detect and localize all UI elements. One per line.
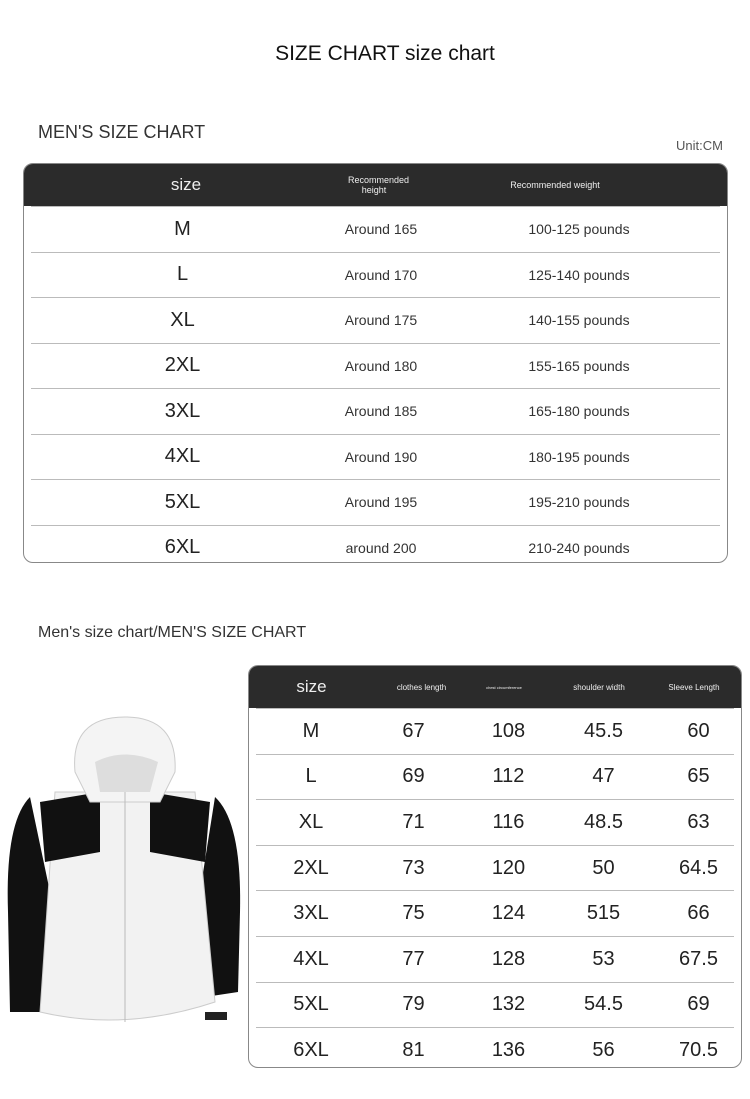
table-cell: 132 [491,993,526,1016]
table-row: 6XL around 200 210-240 pounds [31,524,720,563]
table-cell: 67 [402,719,425,742]
header-cell: size [296,677,327,696]
table-cell: 71 [402,810,425,833]
table-cell: 3XL [164,399,201,422]
table-cell: 116 [492,810,525,833]
header-cell: Recommended weight [510,180,600,190]
header-cell: Sleeve Length [668,682,720,692]
table-row: L Around 170 125-140 pounds [31,251,720,298]
table-cell: Around 185 [344,403,418,420]
table-cell: XL [170,308,195,331]
table-cell: 4XL [164,445,201,468]
table-cell: Around 195 [344,494,418,511]
table-cell: 48.5 [584,810,623,833]
table-cell: 3XL [293,902,329,925]
table-cell: M [174,217,191,240]
table-cell: L [305,765,317,788]
table-cell: 210-240 pounds [528,539,630,556]
table-cell: 63 [687,810,710,833]
table-row: 4XL Around 190 180-195 pounds [31,433,720,480]
table-cell: 60 [687,719,710,742]
table-cell: 66 [687,902,710,925]
table-row: L 69 112 47 65 [256,753,734,800]
table-cell: 47 [592,765,615,788]
table-row: 2XL 73 120 50 64.5 [256,844,734,891]
table-cell: 56 [592,1038,615,1061]
table-cell: 70.5 [679,1038,718,1061]
section1-title: MEN'S SIZE CHART [38,122,206,142]
table-cell: 73 [402,856,425,879]
table-row: 5XL 79 132 54.5 69 [256,981,734,1028]
page-title: SIZE CHART size chart [275,42,495,65]
table-cell: L [176,263,189,286]
table-cell: 5XL [293,993,329,1016]
table-cell: 180-195 pounds [528,448,630,465]
table-cell: Around 190 [344,448,418,465]
table-row: M Around 165 100-125 pounds [31,206,720,252]
table-cell: 75 [402,902,425,925]
table-row: 3XL Around 185 165-180 pounds [31,388,720,434]
table-cell: 515 [586,902,621,925]
table-cell: 81 [402,1038,425,1061]
table-cell: 124 [491,902,526,925]
table-cell: 64.5 [679,856,718,879]
table-cell: around 200 [345,539,417,556]
table-cell: 4XL [293,947,329,970]
table-row: XL 71 116 48.5 63 [256,799,734,845]
table-header: size Recommended height Recommended weight [24,164,727,206]
table-row: XL Around 175 140-155 pounds [31,297,720,343]
table-cell: 45.5 [584,719,623,742]
header-cell: clothes length [396,682,447,692]
table-row: 4XL 77 128 53 67.5 [256,935,734,982]
table-cell: 125-140 pounds [528,266,630,283]
recommended-size-table: size Recommended height Recommended weight… [23,163,728,563]
table-cell: 140-155 pounds [528,312,630,329]
table-row: 3XL 75 124 515 66 [256,890,734,936]
table-cell: 6XL [293,1038,329,1061]
header-cell: Recommended height [348,175,410,195]
table-cell: Around 180 [344,357,418,374]
table-cell: 120 [491,856,526,879]
jacket-image [7,716,241,1022]
table-row: 6XL 81 136 56 70.5 [256,1027,734,1067]
table-cell: 53 [592,947,615,970]
table-cell: 195-210 pounds [528,494,630,511]
table-cell: XL [298,810,324,833]
table-cell: 155-165 pounds [528,357,630,374]
table-cell: 6XL [164,536,201,559]
table-cell: 128 [491,947,526,970]
table-cell: 65 [687,765,710,788]
garment-measurement-table: size clothes length chest circumference sho… [248,665,742,1068]
table-cell: 50 [592,856,615,879]
table-cell: Around 170 [344,266,418,283]
table-cell: 67.5 [679,947,718,970]
table-cell: M [302,719,320,742]
section2-title: Men's size chart/MEN'S SIZE CHART [38,624,307,641]
table-row: 5XL Around 195 195-210 pounds [31,479,720,525]
table-row: 2XL Around 180 155-165 pounds [31,342,720,389]
table-cell: 112 [492,765,525,788]
table-cell: 165-180 pounds [528,403,630,420]
table-cell: 54.5 [584,993,623,1016]
table-cell: 69 [687,993,710,1016]
table-cell: 5XL [164,490,201,513]
header-cell: shoulder width [573,682,625,692]
table-row: M 67 108 45.5 60 [256,708,734,754]
table-cell: 136 [491,1038,526,1061]
table-cell: 2XL [293,856,329,879]
table-cell: Around 175 [344,312,418,329]
table-cell: 77 [402,947,425,970]
unit-label: Unit:CM [676,138,723,153]
table-cell: 100-125 pounds [528,221,630,238]
table-cell: 2XL [164,354,201,377]
table-header: size clothes length chest circumference sho… [249,666,741,708]
table-cell: 69 [402,765,425,788]
header-cell: chest circumference [486,684,522,690]
table-cell: Around 165 [344,221,418,238]
table-cell: 79 [402,993,425,1016]
header-cell: size [170,175,202,194]
table-cell: 108 [491,719,526,742]
